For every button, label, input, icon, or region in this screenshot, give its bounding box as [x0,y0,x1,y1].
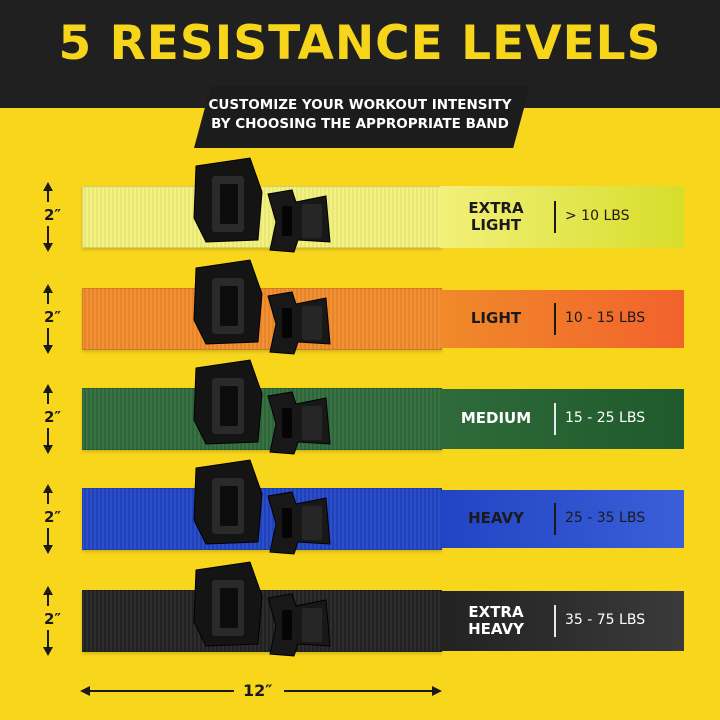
subtitle-banner [194,86,530,148]
length-label: 12″ [243,681,273,700]
length-dimension: 12″ [80,678,442,704]
subtitle-line-1: CUSTOMIZE YOUR WORKOUT INTENSITY [208,97,512,113]
subtitle-line-2: BY CHOOSING THE APPROPRIATE BAND [211,116,509,132]
page-title: 5 RESISTANCE LEVELS [58,16,662,71]
double-arrow-icon [80,686,442,696]
